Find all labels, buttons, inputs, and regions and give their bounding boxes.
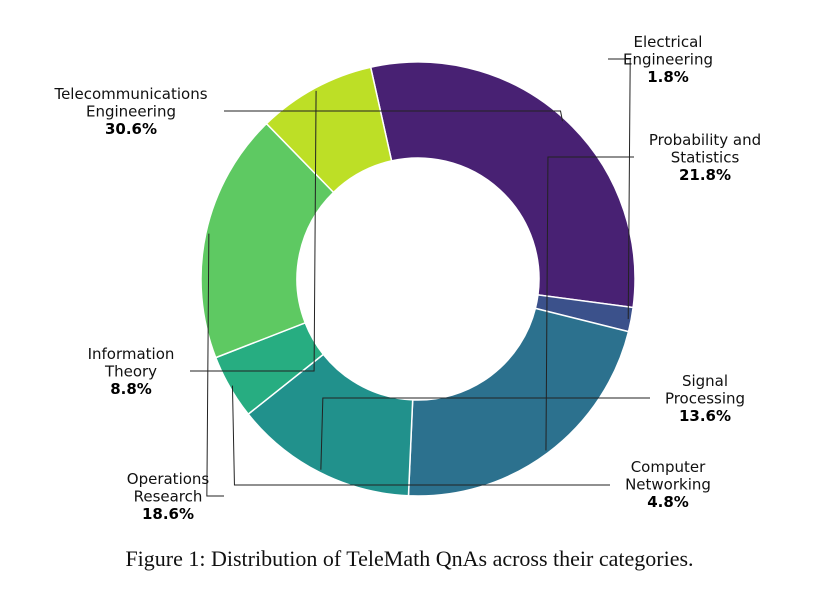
leader-line-6: [190, 90, 317, 372]
leader-line-1: [608, 58, 631, 320]
slice-category-label: Theory: [104, 363, 157, 381]
leader-line-3: [320, 397, 650, 470]
leader-line-4: [231, 385, 610, 486]
slice-category-label: Networking: [625, 476, 711, 494]
slice-5: [200, 122, 335, 359]
slice-percent-label: 30.6%: [105, 120, 157, 138]
slice-percent-label: 13.6%: [679, 407, 731, 425]
slice-category-label: Computer: [631, 458, 706, 476]
slice-6: [265, 66, 393, 194]
slice-percent-label: 8.8%: [110, 380, 152, 398]
slice-category-label: Statistics: [671, 149, 740, 167]
donut-chart: TelecommunicationsEngineering30.6%Electr…: [53, 33, 761, 523]
slice-category-label: Electrical: [634, 33, 703, 51]
slice-percent-label: 4.8%: [647, 493, 689, 511]
slice-category-label: Research: [134, 488, 203, 506]
slice-category-label: Probability and: [649, 131, 761, 149]
slices-group: [200, 61, 636, 497]
slice-0: [369, 61, 636, 309]
figure-caption: Figure 1: Distribution of TeleMath QnAs …: [125, 546, 694, 571]
slice-percent-label: 18.6%: [142, 505, 194, 523]
slice-category-label: Operations: [127, 470, 210, 488]
slice-category-label: Information: [88, 345, 175, 363]
slice-category-label: Telecommunications: [53, 85, 207, 103]
leader-line-0: [224, 110, 564, 122]
leader-line-2: [545, 156, 634, 451]
slice-category-label: Engineering: [623, 51, 713, 69]
slice-2: [407, 307, 630, 497]
slice-category-label: Engineering: [86, 103, 176, 121]
slice-percent-label: 1.8%: [647, 68, 689, 86]
slice-category-label: Signal: [682, 372, 728, 390]
slice-category-label: Processing: [665, 390, 745, 408]
leader-line-5: [206, 233, 224, 497]
slice-percent-label: 21.8%: [679, 166, 731, 184]
labels-group: TelecommunicationsEngineering30.6%Electr…: [53, 33, 761, 523]
